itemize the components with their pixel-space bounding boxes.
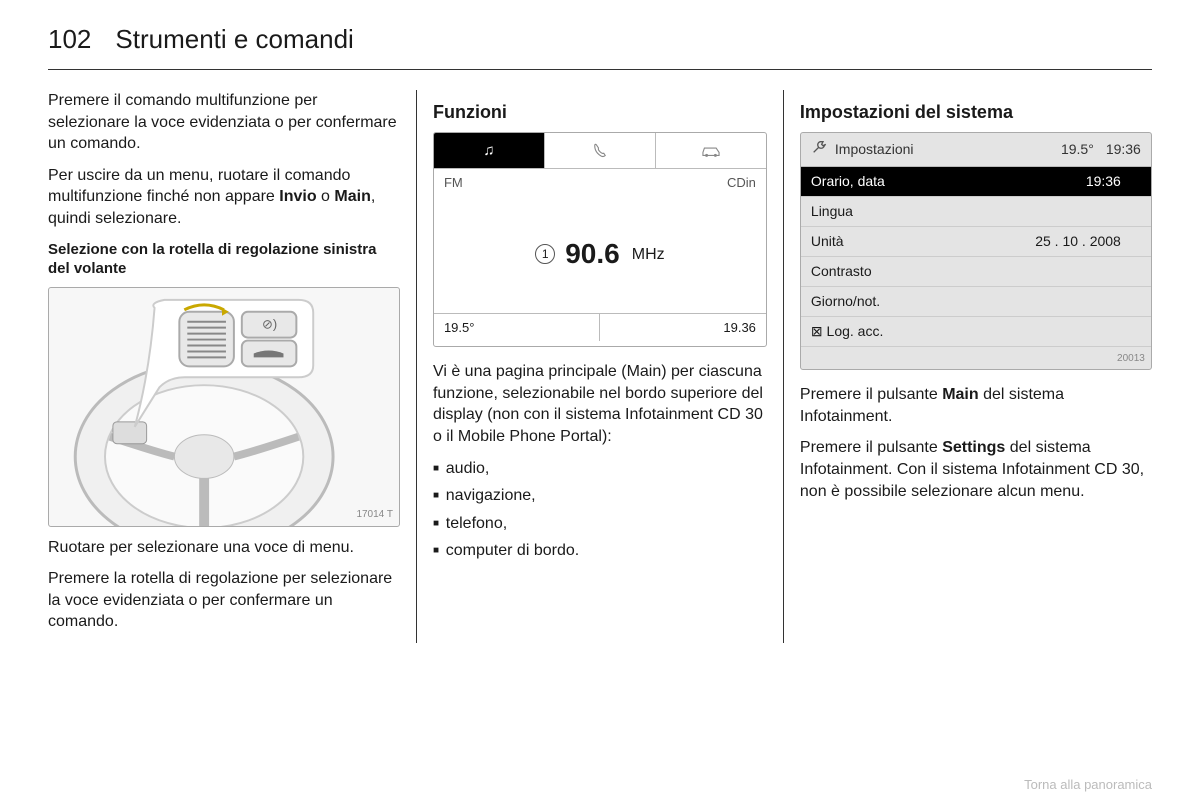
band-label: FM	[444, 174, 727, 192]
list-item: computer di bordo.	[433, 540, 767, 562]
image-code: 17014 T	[356, 508, 393, 522]
column-3: Impostazioni del sistema Impostazioni 19…	[784, 90, 1152, 643]
settings-row: Giorno/not.	[801, 287, 1151, 317]
list-item: navigazione,	[433, 485, 767, 507]
temp-readout: 19.5°	[1061, 140, 1094, 159]
bold-text: Settings	[942, 439, 1005, 456]
settings-row-label: ⊠ Log. acc.	[811, 322, 1121, 341]
settings-row: Contrasto	[801, 257, 1151, 287]
paragraph: Per uscire da un menu, ruotare il comand…	[48, 165, 400, 230]
time-readout: 19:36	[1106, 140, 1141, 159]
settings-display-illustration: Impostazioni 19.5° 19:36 Orario, data19:…	[800, 132, 1152, 370]
settings-row-label: Unità	[811, 232, 1035, 251]
settings-row: Orario, data19:36	[801, 167, 1151, 197]
list-item: telefono,	[433, 513, 767, 535]
image-code: 20013	[1117, 352, 1145, 366]
page-number: 102	[48, 24, 91, 55]
steering-wheel-illustration: ⊘) 17014 T	[48, 287, 400, 527]
list-item: audio,	[433, 458, 767, 480]
content-columns: Premere il comando multifunzione per sel…	[48, 90, 1152, 643]
bold-text: Invio	[279, 188, 316, 205]
preset-number: 1	[535, 244, 555, 264]
settings-row-label: Orario, data	[811, 172, 1086, 191]
settings-row-label: Giorno/not.	[811, 292, 1121, 311]
svg-text:⊘): ⊘)	[262, 316, 277, 331]
frequency: 90.6	[565, 235, 620, 273]
paragraph: Vi è una pagina principale (Main) per ci…	[433, 361, 767, 447]
settings-row: Lingua	[801, 197, 1151, 227]
settings-title: Impostazioni	[835, 140, 1061, 159]
paragraph: Premere il comando multifunzione per sel…	[48, 90, 400, 155]
function-list: audio, navigazione, telefono, computer d…	[433, 458, 767, 562]
paragraph: Premere il pulsante Main del sistema Inf…	[800, 384, 1152, 427]
frequency-unit: MHz	[632, 244, 665, 266]
page-header: 102 Strumenti e comandi	[48, 24, 1152, 70]
footer-link[interactable]: Torna alla panoramica	[1024, 777, 1152, 792]
tab-phone	[545, 133, 656, 168]
tab-audio: ♫	[434, 133, 545, 168]
settings-row: ⊠ Log. acc.	[801, 317, 1151, 347]
phone-icon	[591, 142, 609, 160]
paragraph: Premere la rotella di regolazione per se…	[48, 568, 400, 633]
subheading: Selezione con la rotella di regolazione …	[48, 240, 400, 279]
paragraph: Ruotare per selezionare una voce di menu…	[48, 537, 400, 559]
settings-row-label: Contrasto	[811, 262, 1121, 281]
text: Premere il pulsante	[800, 386, 942, 403]
column-1: Premere il comando multifunzione per sel…	[48, 90, 416, 643]
text: o	[317, 188, 335, 205]
settings-row: Unità25 . 10 . 2008	[801, 227, 1151, 257]
cdin-label: CDin	[727, 174, 756, 192]
time-readout: 19.36	[600, 314, 765, 341]
car-icon	[700, 144, 722, 158]
radio-display-illustration: ♫ FM CDin 1 90.6 MHz 19.5° 19.36	[433, 132, 767, 347]
music-icon: ♫	[483, 141, 494, 161]
settings-row-value: 25 . 10 . 2008	[1035, 232, 1141, 251]
temp-readout: 19.5°	[434, 314, 600, 341]
chapter-title: Strumenti e comandi	[115, 24, 353, 55]
wrench-icon	[811, 139, 827, 160]
settings-row-value: 19:36	[1086, 172, 1141, 191]
bold-text: Main	[334, 188, 370, 205]
paragraph: Premere il pulsante Settings del sistema…	[800, 437, 1152, 502]
column-2: Funzioni ♫ FM CDin 1 90.6 MHz 19.5°	[416, 90, 784, 643]
section-heading: Impostazioni del sistema	[800, 100, 1152, 124]
section-heading: Funzioni	[433, 100, 767, 124]
tab-car	[656, 133, 766, 168]
text: Premere il pulsante	[800, 439, 942, 456]
bold-text: Main	[942, 386, 978, 403]
settings-row-label: Lingua	[811, 202, 1121, 221]
